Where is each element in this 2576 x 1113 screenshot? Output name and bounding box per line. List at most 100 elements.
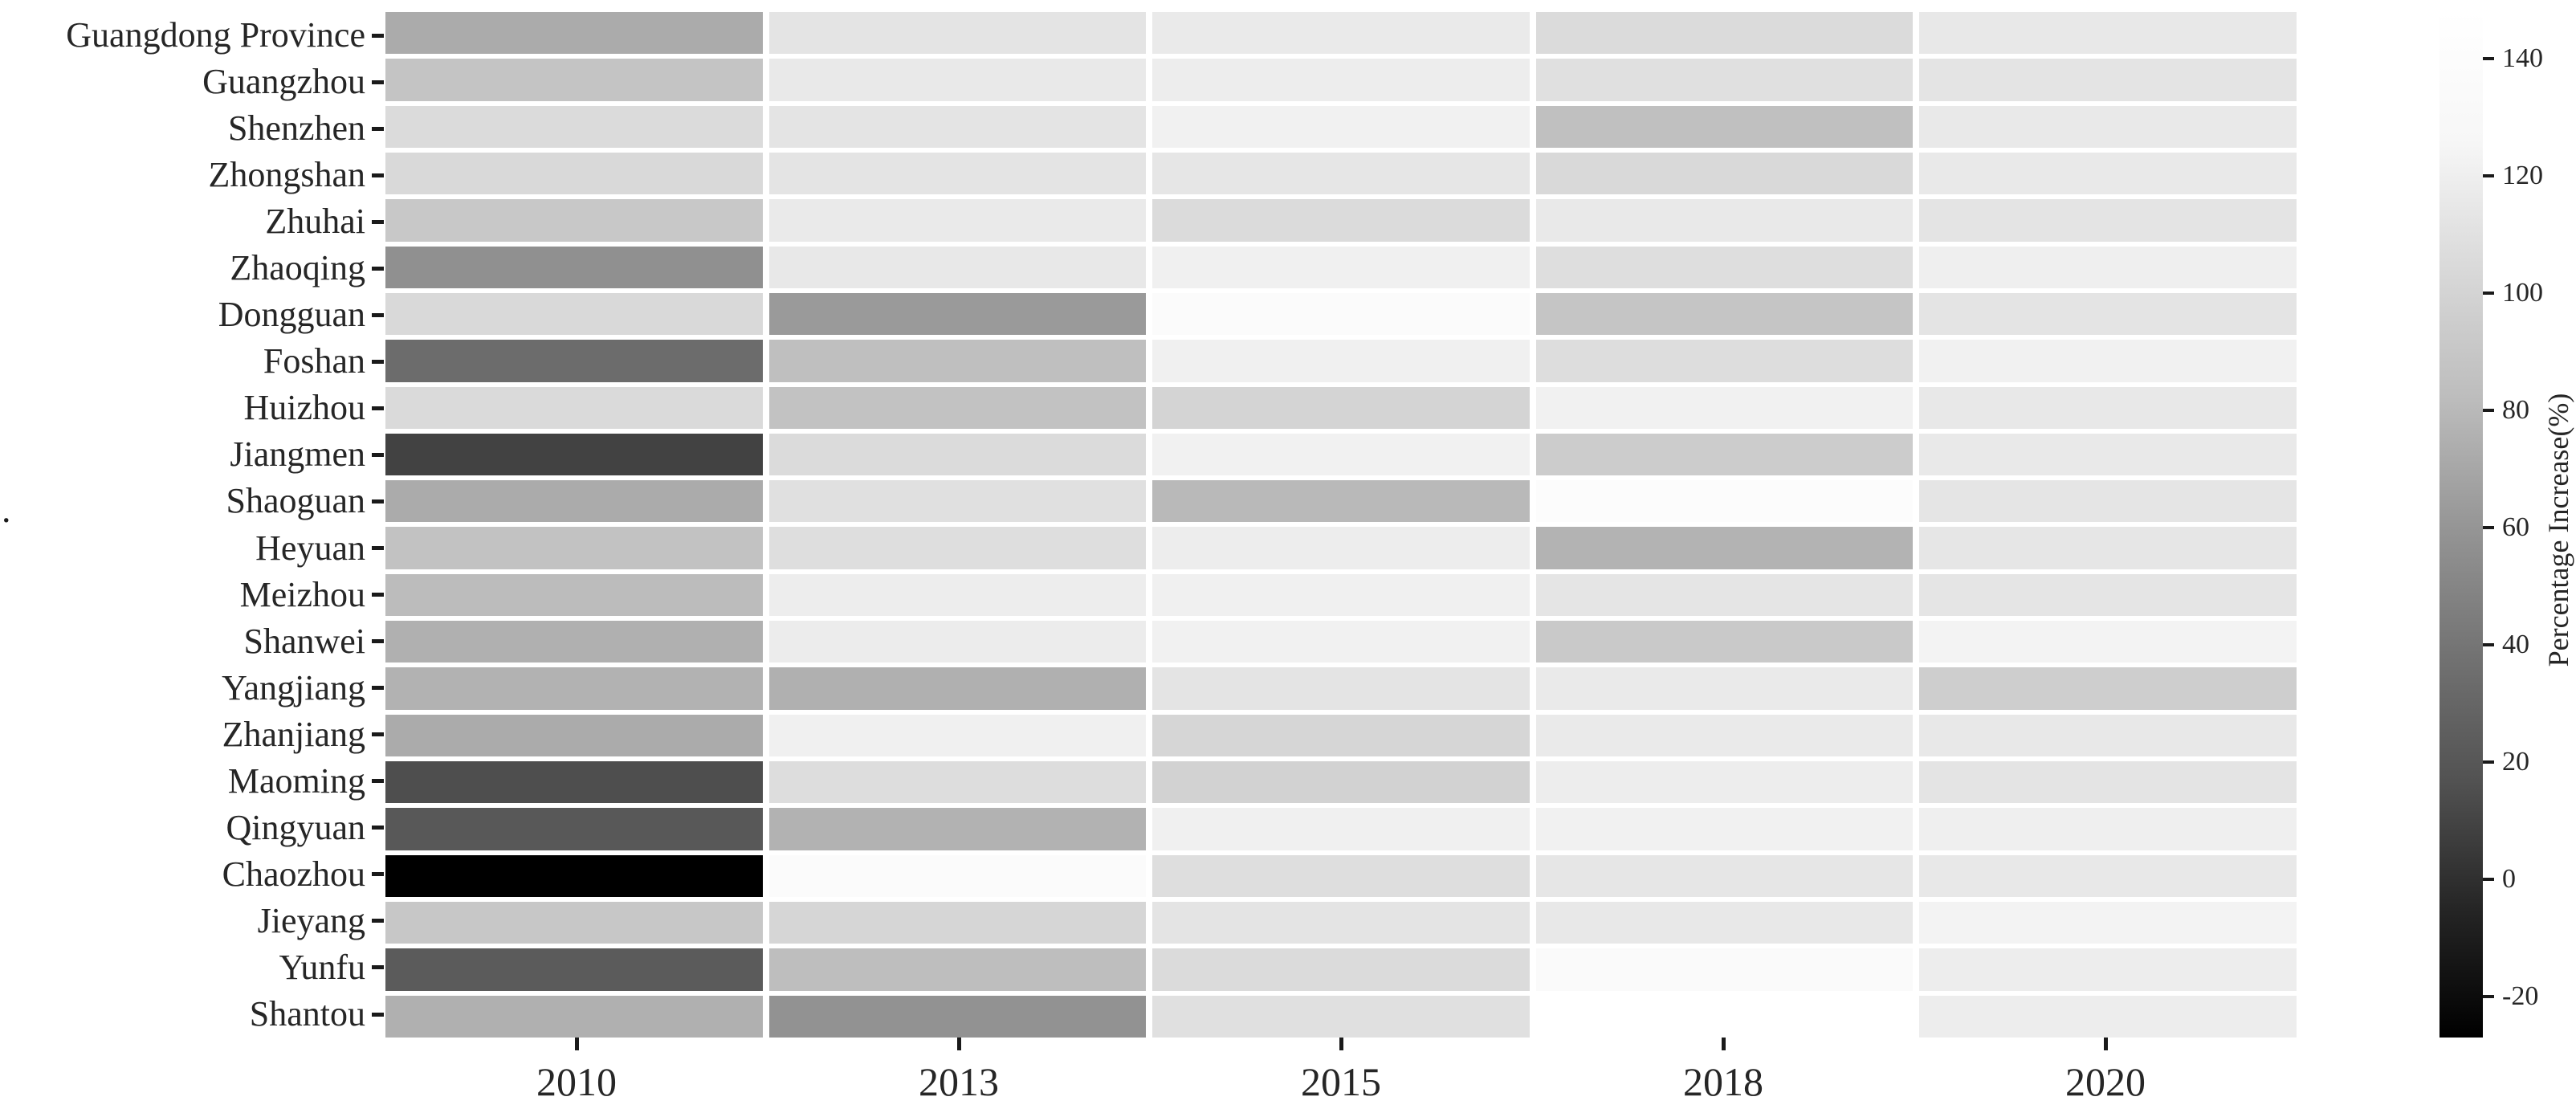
- colorbar-tick: [2483, 409, 2494, 413]
- heatmap-cell: [1152, 667, 1530, 710]
- x-axis-label: 2018: [1683, 1059, 1763, 1104]
- heatmap-cell: [385, 854, 763, 898]
- heatmap-cell: [1152, 433, 1530, 476]
- y-axis-row: Foshan: [0, 338, 384, 385]
- heatmap-cell: [385, 948, 763, 991]
- x-axis-label: 2013: [919, 1059, 999, 1104]
- heatmap-cell: [1152, 527, 1530, 569]
- colorbar-gradient: [2439, 12, 2483, 1038]
- y-axis-row: Qingyuan: [0, 805, 384, 851]
- y-axis-label: Maoming: [227, 760, 365, 801]
- heatmap-cell: [768, 573, 1147, 617]
- heatmap-cell: [1152, 340, 1530, 382]
- heatmap-cell: [1919, 761, 2297, 804]
- heatmap-cell: [1152, 199, 1530, 242]
- heatmap-cell: [385, 995, 763, 1038]
- y-axis-row: Jiangmen: [0, 431, 384, 478]
- colorbar-tick: [2483, 174, 2494, 178]
- y-axis-label: Shenzhen: [227, 108, 365, 149]
- heatmap-cell: [768, 621, 1147, 663]
- heatmap-cell: [1152, 386, 1530, 429]
- heatmap-cell: [1535, 480, 1914, 523]
- y-axis-label: Jiangmen: [230, 434, 365, 475]
- heatmap-cell: [1152, 59, 1530, 101]
- y-axis-tick: [372, 686, 384, 691]
- y-axis-row: Yangjiang: [0, 665, 384, 711]
- colorbar-tick: [2483, 526, 2494, 530]
- x-axis-tick: [574, 1038, 579, 1050]
- colorbar-tick: [2483, 643, 2494, 647]
- y-axis-tick: [372, 406, 384, 410]
- colorbar-tick: [2483, 760, 2494, 764]
- heatmap-cell: [768, 12, 1147, 55]
- x-axis-column: 2018: [1532, 1038, 1914, 1113]
- colorbar-tick-label: 20: [2502, 747, 2529, 777]
- colorbar-tick-label: 0: [2502, 863, 2516, 894]
- heatmap-cell: [1535, 902, 1914, 944]
- y-axis-row: Shaoguan: [0, 478, 384, 524]
- heatmap-cell: [385, 292, 763, 336]
- y-axis: Guangdong Province Guangzhou Shenzhen Zhong…: [0, 12, 384, 1038]
- colorbar-tick: [2483, 292, 2494, 296]
- y-axis-row: Shantou: [0, 991, 384, 1038]
- y-axis-tick: [372, 546, 384, 551]
- heatmap-cell: [1535, 854, 1914, 898]
- y-axis-label: Chaozhou: [222, 854, 365, 894]
- heatmap-cell: [1919, 948, 2297, 991]
- heatmap-cell: [1535, 948, 1914, 991]
- heatmap-cell: [768, 59, 1147, 101]
- heatmap-cell: [768, 667, 1147, 710]
- heatmap-cell: [1919, 808, 2297, 850]
- x-axis-tick: [1339, 1038, 1343, 1050]
- y-axis-label: Zhuhai: [265, 202, 365, 242]
- x-axis-label: 2015: [1301, 1059, 1381, 1104]
- heatmap-cell: [1535, 995, 1914, 1038]
- heatmap-cell: [768, 292, 1147, 336]
- colorbar-tick-label: 100: [2502, 278, 2543, 308]
- heatmap-cell: [1152, 480, 1530, 523]
- x-axis-tick: [956, 1038, 961, 1050]
- heatmap-cell: [768, 902, 1147, 944]
- heatmap-cell: [1152, 292, 1530, 336]
- heatmap-cell: [1535, 527, 1914, 569]
- y-axis-row: Zhanjiang: [0, 711, 384, 758]
- heatmap-cell: [768, 433, 1147, 476]
- heatmap-cell: [768, 480, 1147, 523]
- y-axis-label: Zhaoqing: [230, 248, 365, 288]
- heatmap-cell: [385, 480, 763, 523]
- heatmap-cell: [1919, 433, 2297, 476]
- heatmap-cell: [1152, 573, 1530, 617]
- heatmap-cell: [1919, 527, 2297, 569]
- heatmap-cell: [1152, 714, 1530, 757]
- heatmap-cell: [385, 902, 763, 944]
- colorbar-tick-label: 80: [2502, 395, 2529, 426]
- heatmap-cell: [1535, 199, 1914, 242]
- x-axis-tick: [2103, 1038, 2108, 1050]
- colorbar-tick: [2483, 994, 2494, 998]
- heatmap-cell: [768, 246, 1147, 288]
- heatmap-cell: [1919, 573, 2297, 617]
- y-axis-row: Jieyang: [0, 898, 384, 944]
- colorbar-tick-label: -20: [2502, 980, 2539, 1011]
- heatmap-cell: [768, 808, 1147, 850]
- x-axis-tick: [1721, 1038, 1726, 1050]
- y-axis-row: Dongguan: [0, 292, 384, 338]
- y-axis-row: Shenzhen: [0, 105, 384, 152]
- heatmap-cell: [1535, 386, 1914, 429]
- heatmap-cell: [1152, 761, 1530, 804]
- y-axis-label: Huizhou: [243, 388, 365, 428]
- heatmap-cell: [385, 573, 763, 617]
- heatmap-cell: [1535, 59, 1914, 101]
- heatmap-cell: [1919, 12, 2297, 55]
- heatmap-cell: [385, 433, 763, 476]
- heatmap-grid: [385, 12, 2297, 1038]
- y-axis-label: Heyuan: [255, 528, 365, 568]
- colorbar-tick: [2483, 877, 2494, 881]
- y-axis-tick: [372, 593, 384, 597]
- heatmap-cell: [1919, 59, 2297, 101]
- colorbar-tick-label: 140: [2502, 43, 2543, 74]
- heatmap-cell: [1919, 667, 2297, 710]
- heatmap-cell: [1919, 902, 2297, 944]
- y-axis-label: Shanwei: [243, 621, 365, 661]
- heatmap-cell: [1535, 152, 1914, 195]
